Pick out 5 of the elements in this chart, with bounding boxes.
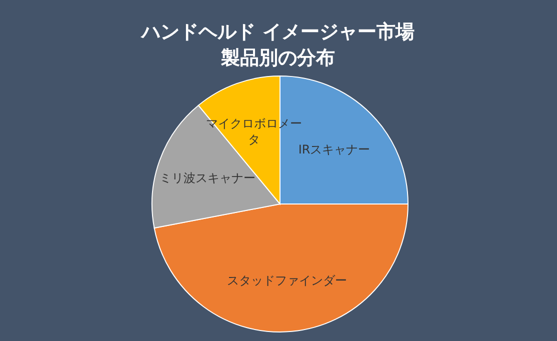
slice-label: スタッドファインダー [227, 273, 348, 288]
slice-label: IRスキャナー [298, 142, 370, 157]
chart-title: ハンドヘルド イメージャー市場 [140, 21, 414, 43]
chart-subtitle: 製品別の分布 [220, 47, 335, 69]
slice-label: ミリ波スキャナー [160, 170, 256, 185]
